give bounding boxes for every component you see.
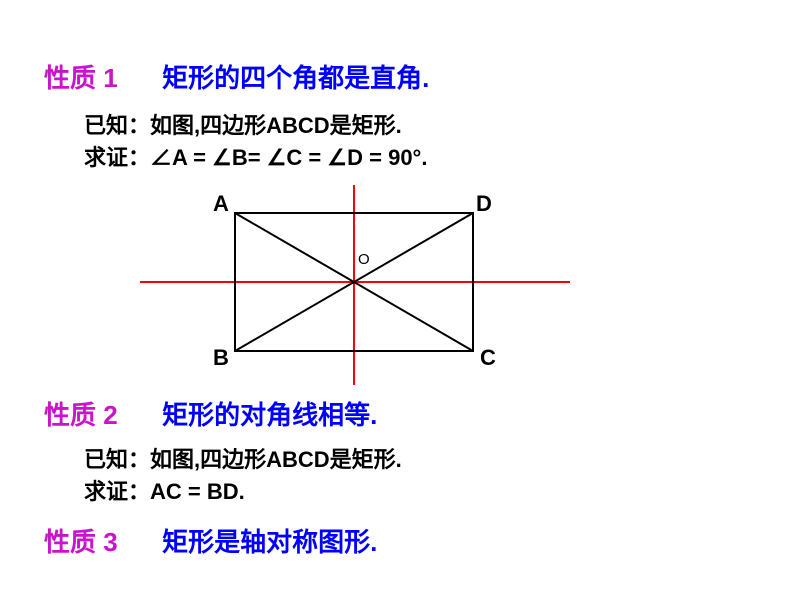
given-1-line1: 已知：如图,四边形ABCD是矩形. [84,108,402,140]
given-1-line2: 求证：∠A = ∠B= ∠C = ∠D = 90°. [84,140,427,172]
vertex-c: C [480,345,496,371]
property-3: 性质 3 矩形是轴对称图形. [44,522,377,559]
property-2-text: 矩形的对角线相等. [162,400,377,430]
property-3-label: 性质 3 [44,527,118,557]
vertex-b: B [213,345,229,371]
property-1-label: 性质 1 [44,63,118,93]
center-label-o: O [358,251,370,268]
given-2-line2: 求证：AC = BD. [84,474,245,506]
property-2-label: 性质 2 [44,400,118,430]
given-2-line1: 已知：如图,四边形ABCD是矩形. [84,442,402,474]
property-2: 性质 2 矩形的对角线相等. [44,395,377,432]
property-3-text: 矩形是轴对称图形. [162,527,377,557]
property-1-text: 矩形的四个角都是直角. [162,63,429,93]
property-1: 性质 1 矩形的四个角都是直角. [44,58,429,95]
rectangle-diagram: O A D B C [140,185,640,385]
vertex-d: D [476,191,492,217]
vertex-a: A [213,191,229,217]
